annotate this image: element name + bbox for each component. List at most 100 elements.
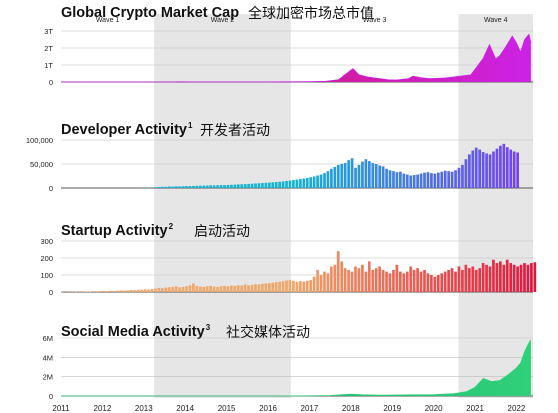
bar xyxy=(492,151,495,188)
x-tick-label: 2012 xyxy=(94,404,112,413)
x-tick-label: 2013 xyxy=(135,404,153,413)
bar xyxy=(233,184,237,188)
bar xyxy=(385,168,388,188)
bar xyxy=(485,153,488,188)
bar xyxy=(254,284,257,292)
y-tick-label: 3T xyxy=(44,27,53,36)
bar xyxy=(526,264,530,292)
bar xyxy=(419,271,423,292)
x-tick-label: 2017 xyxy=(301,404,319,413)
bar xyxy=(409,266,413,292)
bar xyxy=(178,287,181,292)
panel-2: Developer Activity1 开发者活动 0 50,000 100,000 xyxy=(26,121,533,193)
bar xyxy=(347,160,350,188)
bar xyxy=(164,287,168,292)
bar xyxy=(216,185,219,188)
bar xyxy=(174,186,178,188)
bar xyxy=(364,271,368,292)
bar xyxy=(371,163,375,188)
bar xyxy=(471,150,475,188)
bar xyxy=(367,161,371,188)
bar xyxy=(364,159,368,188)
bar xyxy=(374,268,378,292)
bar xyxy=(319,174,323,188)
x-tick-label: 2011 xyxy=(52,404,70,413)
bar xyxy=(247,285,250,292)
bar xyxy=(212,286,216,292)
y-tick-label: 0 xyxy=(49,184,53,193)
bar xyxy=(161,288,164,292)
panel-1: Global Crypto Market Cap 全球加密市场总市值 0 1T 2T 3T xyxy=(44,5,533,87)
bar xyxy=(412,175,416,188)
bar xyxy=(492,259,495,292)
bar xyxy=(333,264,337,292)
bar xyxy=(450,171,454,188)
x-tick-label: 2014 xyxy=(176,404,194,413)
bar xyxy=(343,163,347,188)
bar xyxy=(326,273,330,292)
y-tick-label: 0 xyxy=(49,392,53,401)
bar xyxy=(181,186,185,188)
bar xyxy=(226,286,230,292)
bar xyxy=(464,159,468,188)
panel-title-cn: 启动活动 xyxy=(194,224,250,240)
bar xyxy=(271,182,275,188)
bar xyxy=(257,284,261,292)
bar xyxy=(464,264,468,292)
bar xyxy=(257,183,261,188)
bar xyxy=(98,291,102,292)
x-tick-label: 2021 xyxy=(466,404,484,413)
bar xyxy=(298,281,302,292)
bar xyxy=(209,285,212,292)
bar xyxy=(468,154,471,188)
bar xyxy=(505,259,509,292)
bar xyxy=(157,187,161,188)
bar xyxy=(392,171,395,188)
bar xyxy=(274,282,278,292)
bar xyxy=(109,290,112,292)
bar xyxy=(405,271,409,292)
panel-title-cn: 开发者活动 xyxy=(200,123,270,139)
bar xyxy=(447,269,450,292)
bar xyxy=(219,185,223,188)
bar xyxy=(330,168,333,188)
bar xyxy=(378,165,382,188)
bar xyxy=(530,263,533,292)
area-series-line xyxy=(61,339,532,397)
wave-label: Wave 4 xyxy=(484,17,508,24)
bar xyxy=(154,187,157,188)
bar xyxy=(281,281,285,292)
bar xyxy=(157,287,161,292)
bar xyxy=(198,185,202,188)
bar xyxy=(374,164,378,188)
bar xyxy=(419,173,423,188)
bar xyxy=(243,184,247,188)
x-tick-label: 2018 xyxy=(342,404,360,413)
title-superscript: 3 xyxy=(206,323,211,332)
bar xyxy=(443,170,447,188)
bar xyxy=(226,184,230,188)
bar xyxy=(409,175,413,188)
bar xyxy=(243,284,247,292)
y-tick-label: 6M xyxy=(43,334,53,343)
bar xyxy=(192,283,195,292)
title-superscript: 2 xyxy=(169,222,174,231)
bar xyxy=(88,291,92,292)
bar xyxy=(247,183,250,188)
bar xyxy=(423,269,426,292)
bar xyxy=(292,280,295,292)
bar xyxy=(395,264,399,292)
bar xyxy=(236,184,240,188)
bar xyxy=(133,290,137,292)
bar xyxy=(350,158,354,188)
bar xyxy=(171,286,175,292)
bar xyxy=(330,266,333,292)
bar xyxy=(354,167,357,188)
panel-title: Global Crypto Market Cap xyxy=(61,5,239,21)
bar xyxy=(167,186,171,188)
bar xyxy=(102,290,106,292)
bar xyxy=(236,285,240,292)
bar xyxy=(416,268,419,292)
bar xyxy=(388,170,392,188)
bar xyxy=(454,170,457,188)
